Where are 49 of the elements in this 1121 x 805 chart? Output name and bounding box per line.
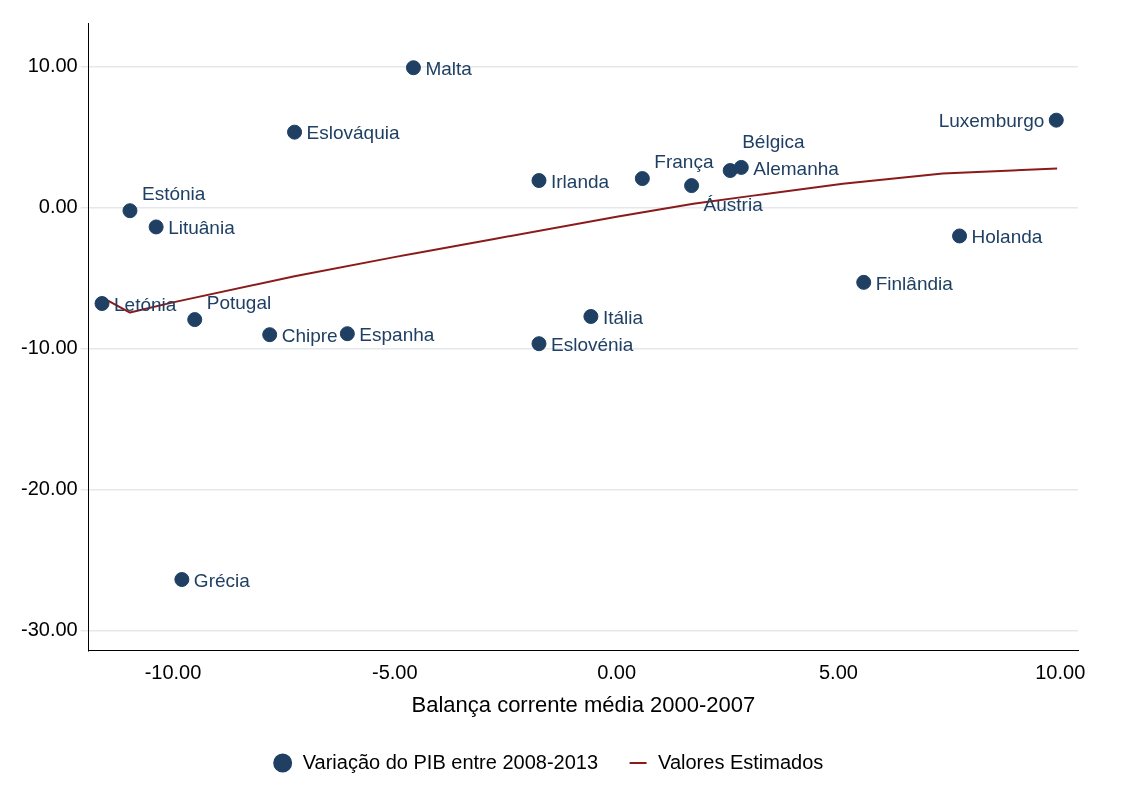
- point: [339, 326, 355, 342]
- x-axis-title: Balança corrente média 2000-2007: [411, 691, 756, 717]
- y-tick-label: -20.00: [20, 477, 78, 500]
- annotation: Estónia: [141, 182, 206, 204]
- x-tick-label: 0.00: [597, 661, 637, 684]
- annotation: Luxemburgo: [938, 110, 1045, 132]
- annotation: Holanda: [971, 226, 1043, 248]
- annotation: Finlândia: [875, 272, 954, 294]
- annotation: Chipre: [281, 324, 338, 346]
- point: [148, 219, 164, 235]
- annotation: Malta: [425, 57, 473, 79]
- annotation: Grécia: [193, 569, 251, 591]
- annotation: Áustria: [703, 193, 764, 215]
- x-tick-label: 10.00: [1035, 661, 1086, 684]
- point: [262, 327, 278, 343]
- annotation: Irlanda: [550, 170, 610, 192]
- point: [174, 572, 190, 588]
- point: [634, 171, 650, 187]
- point: [952, 228, 968, 244]
- point: [287, 124, 303, 140]
- annotation: Bélgica: [742, 130, 805, 152]
- y-tick-label: 0.00: [38, 195, 78, 218]
- x-tick-label: 5.00: [818, 661, 858, 684]
- point: [1048, 112, 1064, 128]
- legend-label: Valores Estimados: [658, 750, 824, 773]
- annotation: Lituânia: [168, 217, 236, 239]
- legend-label: Variação do PIB entre 2008-2013: [302, 750, 599, 773]
- point: [733, 159, 749, 175]
- point: [583, 308, 599, 324]
- point: [531, 336, 547, 352]
- point: [684, 178, 700, 194]
- point: [856, 274, 872, 290]
- annotation: Eslovénia: [550, 333, 634, 355]
- point: [187, 312, 203, 328]
- x-tick-label: -5.00: [372, 661, 418, 684]
- point: [122, 203, 138, 219]
- point: [94, 296, 110, 312]
- y-tick-label: -10.00: [20, 336, 78, 359]
- y-tick-label: 10.00: [27, 54, 78, 77]
- annotation: Potugal: [206, 291, 272, 313]
- annotation: Alemanha: [753, 157, 840, 179]
- x-tick-label: -10.00: [144, 661, 202, 684]
- annotation: Eslováquia: [306, 122, 400, 144]
- annotation: Espanha: [359, 323, 435, 345]
- annotation: Itália: [602, 306, 644, 328]
- annotation: França: [654, 150, 714, 172]
- point: [405, 60, 421, 76]
- y-tick-label: -30.00: [20, 618, 78, 641]
- point: [531, 173, 547, 189]
